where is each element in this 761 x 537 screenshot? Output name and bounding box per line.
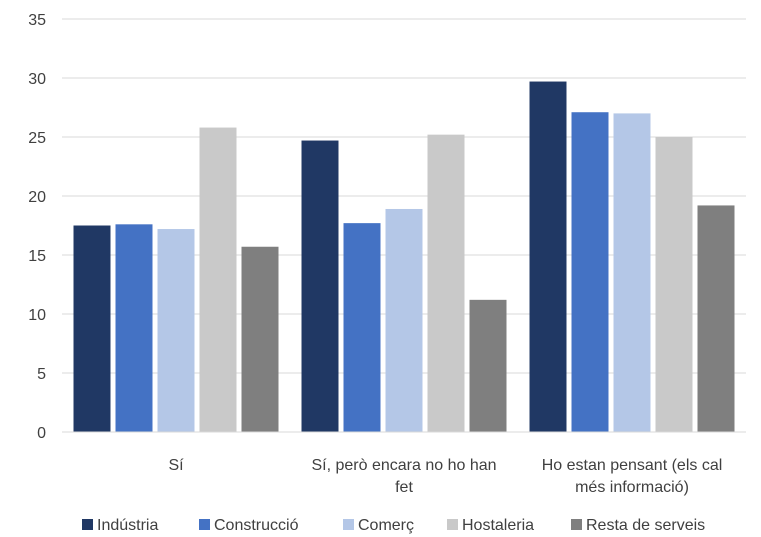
bar [73,225,111,432]
x-tick-label: Sí, però encara no ho han [311,457,496,474]
legend-swatch [447,519,458,530]
bar [199,127,237,432]
bars [73,81,735,433]
legend: Indústria Construcció Comerç Hostaleria Rest… [82,517,705,534]
y-tick-label: 25 [28,130,46,147]
bar [157,229,195,432]
y-axis-ticks: 0 5 10 15 20 25 30 35 [28,12,46,442]
bar [571,112,609,432]
bar [529,81,567,432]
legend-label: Resta de serveis [586,517,705,534]
y-tick-label: 15 [28,248,46,265]
legend-label: Hostaleria [462,517,534,534]
bar [613,113,651,433]
x-tick-label: Sí [168,457,184,474]
bar [301,140,339,433]
x-axis-category-labels: Sí Sí, però encara no ho han fet Ho estan p… [168,457,722,496]
y-tick-label: 5 [37,366,46,383]
bar [115,224,153,432]
y-tick-label: 35 [28,12,46,29]
bar [697,205,735,432]
bar [469,299,507,432]
legend-label: Indústria [97,517,158,534]
x-tick-label: Ho estan pensant (els cal [542,457,723,474]
y-tick-label: 20 [28,189,46,206]
bar [427,134,465,432]
bar [385,208,423,432]
legend-label: Construcció [214,517,299,534]
y-tick-label: 10 [28,307,46,324]
x-tick-label: més informació) [575,479,689,496]
bar [241,246,279,432]
x-tick-label: fet [395,479,413,496]
legend-swatch [343,519,354,530]
legend-swatch [82,519,93,530]
y-tick-label: 0 [37,425,46,442]
y-tick-label: 30 [28,71,46,88]
legend-label: Comerç [358,517,414,534]
bar [655,137,693,432]
legend-swatch [199,519,210,530]
legend-swatch [571,519,582,530]
bar [343,223,381,432]
